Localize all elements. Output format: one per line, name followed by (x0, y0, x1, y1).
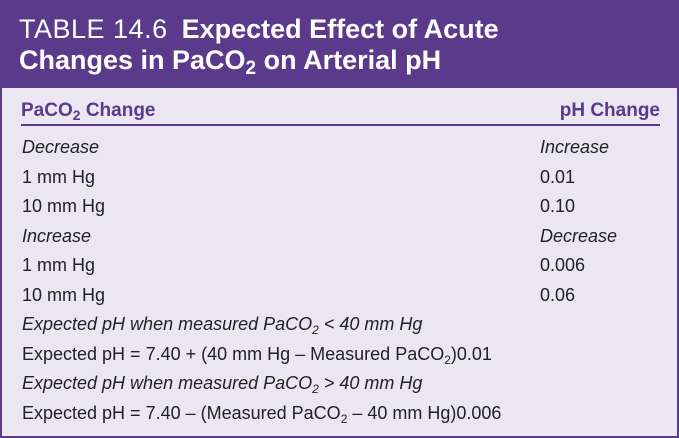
formula-text: Expected pH when measured PaCO (22, 373, 313, 393)
formula-text: Expected pH = 7.40 + (40 mm Hg – Measure… (22, 343, 445, 364)
row-paco2-value: Increase (22, 225, 92, 246)
formula-condition-high: Expected pH when measured PaCO2 > 40 mm … (22, 369, 660, 399)
table-title-line-1: TABLE 14.6 Expected Effect of Acute (19, 14, 677, 45)
row-paco2-value: 1 mm Hg (22, 255, 96, 275)
table-label: TABLE 14.6 (19, 14, 168, 44)
table-title-part-3: on Arterial pH (256, 45, 442, 75)
column-header-row: PaCO2 Change pH Change (21, 100, 660, 126)
formula-subscript: 2 (312, 323, 319, 337)
table-row: 10 mm Hg 0.10 (22, 192, 660, 222)
table-title-part-2: Changes in PaCO (19, 45, 246, 75)
table-header: TABLE 14.6 Expected Effect of Acute Chang… (2, 2, 677, 88)
table-row: Decrease Increase (22, 133, 660, 163)
row-paco2-value: 10 mm Hg (22, 284, 106, 305)
formula-condition-low: Expected pH when measured PaCO2 < 40 mm … (22, 310, 660, 340)
table-row: 10 mm Hg 0.06 (22, 281, 660, 311)
formula-subscript: 2 (444, 352, 451, 367)
table-title-part-1: Expected Effect of Acute (181, 14, 499, 44)
row-ph-value: 0.06 (540, 284, 576, 305)
formula-text: Expected pH when measured PaCO (22, 314, 313, 334)
column-header-paco2-change: PaCO2 Change (21, 100, 156, 122)
formula-text-suffix: < 40 mm Hg (318, 314, 423, 334)
table-row: Increase Decrease (22, 222, 660, 252)
row-ph-value: Decrease (540, 225, 618, 246)
row-ph-value: 0.01 (540, 166, 576, 187)
table-title-subscript: 2 (245, 58, 257, 79)
column-header-left-subscript: 2 (72, 107, 81, 123)
row-ph-value: Increase (540, 137, 610, 157)
formula-text-suffix: – 40 mm Hg)0.006 (347, 402, 502, 423)
column-header-ph-change: pH Change (559, 100, 660, 121)
row-paco2-value: Decrease (22, 137, 100, 157)
formula-text-suffix: > 40 mm Hg (318, 373, 423, 393)
formula-text-suffix: )0.01 (450, 343, 492, 364)
formula-subscript: 2 (340, 411, 348, 426)
formula-text: Expected pH = 7.40 – (Measured PaCO (22, 402, 341, 423)
table-row: 1 mm Hg 0.01 (22, 163, 660, 193)
row-ph-value: 0.006 (540, 255, 586, 275)
table-body: Decrease Increase 1 mm Hg 0.01 10 mm Hg … (22, 133, 660, 428)
formula-equation-low: Expected pH = 7.40 + (40 mm Hg – Measure… (22, 340, 660, 370)
table-title-line-2: Changes in PaCO2 on Arterial pH (19, 45, 677, 79)
row-paco2-value: 10 mm Hg (22, 196, 106, 216)
formula-subscript: 2 (312, 382, 319, 396)
row-ph-value: 0.10 (540, 196, 576, 216)
column-header-left-suffix: Change (80, 100, 156, 121)
table-row: 1 mm Hg 0.006 (22, 251, 660, 281)
formula-equation-high: Expected pH = 7.40 – (Measured PaCO2 – 4… (22, 399, 660, 429)
column-header-left-text: PaCO (21, 100, 73, 121)
row-paco2-value: 1 mm Hg (22, 166, 96, 187)
